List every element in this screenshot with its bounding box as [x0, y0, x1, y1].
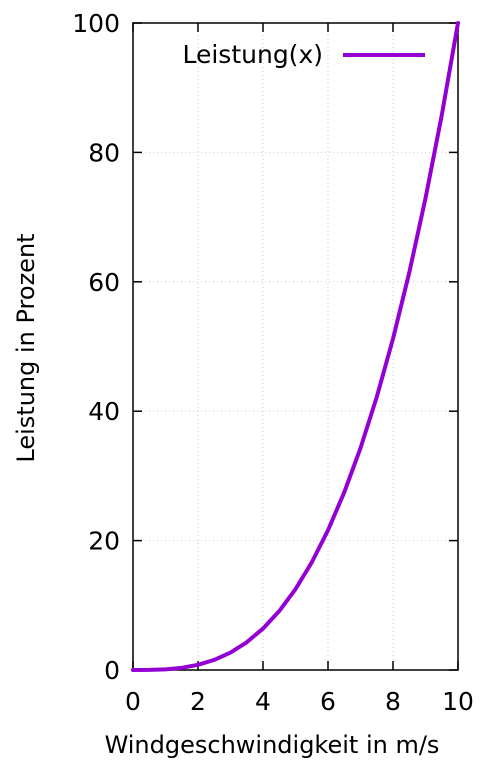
- x-axis-label: Windgeschwindigkeit in m/s: [105, 731, 440, 759]
- y-tick-label: 60: [88, 268, 120, 297]
- series-line: [131, 21, 460, 672]
- y-axis-label: Leistung in Prozent: [12, 233, 40, 462]
- x-tick-label: 4: [255, 687, 271, 716]
- plot-area: [132, 22, 459, 671]
- y-tick-label: 40: [88, 397, 120, 426]
- x-tick-label: 6: [320, 687, 336, 716]
- series-layer: [131, 21, 460, 672]
- y-tick-label: 0: [104, 656, 120, 685]
- y-tick-label: 20: [88, 527, 120, 556]
- grid: [133, 23, 458, 670]
- y-tick-label: 100: [72, 9, 120, 38]
- y-tick-label: 80: [88, 138, 120, 167]
- x-tick-label: 0: [125, 687, 141, 716]
- legend-label: Leistung(x): [182, 40, 323, 69]
- x-tick-label: 10: [442, 687, 474, 716]
- x-tick-label: 8: [385, 687, 401, 716]
- x-tick-label: 2: [190, 687, 206, 716]
- legend: Leistung(x): [182, 40, 425, 69]
- plot-border: [132, 22, 459, 671]
